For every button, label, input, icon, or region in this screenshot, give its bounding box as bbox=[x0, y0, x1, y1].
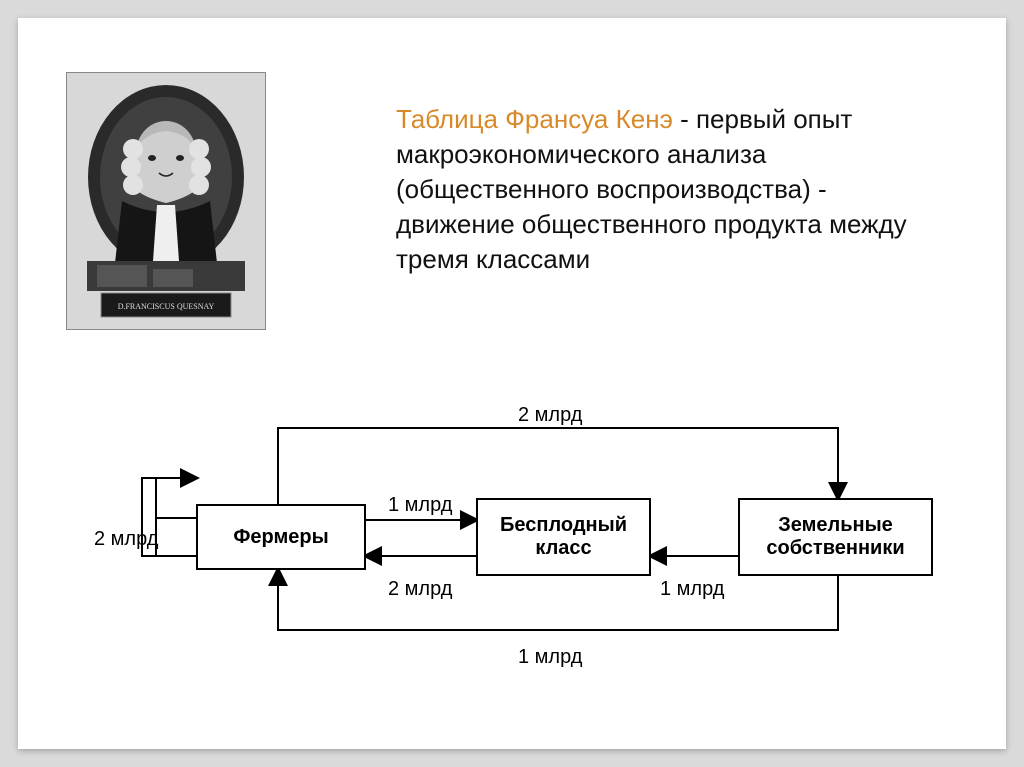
node-sterile: Бесплодный класс bbox=[476, 498, 651, 576]
node-farmers-label: Фермеры bbox=[233, 526, 328, 549]
node-landlords-label: Земельные собственники bbox=[766, 514, 904, 560]
label-farmers-to-sterile: 1 млрд bbox=[388, 494, 452, 517]
quesnay-tableau-diagram: Фермеры Бесплодный класс Земельные собст… bbox=[78, 378, 948, 698]
label-self-farmers: 2 млрд bbox=[94, 528, 158, 551]
node-farmers: Фермеры bbox=[196, 504, 366, 570]
caption-highlight: Таблица Франсуа Кенэ bbox=[396, 104, 673, 134]
node-sterile-label: Бесплодный класс bbox=[500, 514, 627, 560]
slide-caption: Таблица Франсуа Кенэ - первый опыт макро… bbox=[396, 102, 916, 277]
label-farmers-to-landlords: 2 млрд bbox=[518, 404, 582, 427]
portrait-image: D.FRANCISCUS QUESNAY bbox=[66, 72, 266, 330]
label-landlords-to-sterile: 1 млрд bbox=[660, 578, 724, 601]
node-landlords: Земельные собственники bbox=[738, 498, 933, 576]
portrait-plaque-text: D.FRANCISCUS QUESNAY bbox=[118, 302, 215, 311]
label-landlords-to-farmers: 1 млрд bbox=[518, 646, 582, 669]
label-sterile-to-farmers: 2 млрд bbox=[388, 578, 452, 601]
